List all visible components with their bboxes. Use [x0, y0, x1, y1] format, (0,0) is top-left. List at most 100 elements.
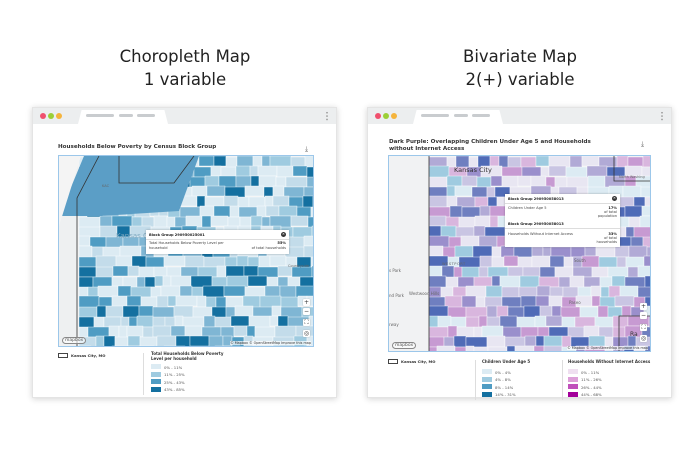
- block-group-area: [461, 295, 477, 309]
- menu-kebab-icon[interactable]: [661, 111, 663, 121]
- legend-item-label: 44% - 68%: [581, 392, 602, 397]
- locate-button[interactable]: ◎: [303, 330, 310, 337]
- menu-kebab-icon[interactable]: [326, 111, 328, 121]
- block-group-area: [600, 286, 610, 298]
- popup-value: 33%: [608, 232, 617, 236]
- block-group-area: [213, 205, 231, 218]
- block-group-area: [565, 166, 588, 179]
- block-group-area: [644, 196, 650, 209]
- map-attribution[interactable]: © Mapbox © OpenStreetMap Improve this ma…: [230, 341, 311, 345]
- block-group-area: [136, 315, 154, 328]
- tab-placeholder: [86, 114, 114, 117]
- block-group-area: [271, 305, 282, 317]
- legend-item-label: 0% - 11%: [164, 364, 183, 370]
- block-group-area: [203, 315, 216, 328]
- browser-titlebar: [368, 108, 671, 124]
- block-group-area: [637, 286, 650, 299]
- block-group-area: [491, 275, 501, 287]
- close-window-icon[interactable]: [375, 113, 381, 119]
- download-icon[interactable]: ⤓: [641, 140, 645, 148]
- download-icon[interactable]: ⤓: [305, 145, 309, 153]
- block-group-area: [461, 175, 478, 187]
- block-group-area: [471, 186, 488, 198]
- zoom-in-button[interactable]: +: [303, 299, 310, 306]
- block-group-area: [203, 256, 226, 268]
- block-group-area: [490, 175, 503, 187]
- block-group-area: [642, 156, 650, 168]
- legend-swatch: [151, 364, 161, 369]
- map-region: [389, 156, 429, 351]
- close-popup-icon[interactable]: ✕: [612, 196, 617, 201]
- close-popup-icon[interactable]: ✕: [281, 232, 286, 237]
- popup-block-group: Block Group 290950058013: [508, 222, 564, 226]
- fullscreen-button[interactable]: ⛶: [303, 319, 310, 326]
- boundary-swatch: [58, 353, 68, 358]
- block-group-area: [115, 255, 133, 268]
- map-attribution[interactable]: © Mapbox © OpenStreetMap Improve this ma…: [567, 346, 648, 350]
- browser-tab[interactable]: [78, 110, 168, 124]
- place-label: North Washing: [619, 175, 645, 179]
- block-group-area: [624, 205, 643, 218]
- block-group-area: [290, 215, 309, 227]
- block-group-area: [479, 255, 493, 268]
- block-group-area: [524, 335, 537, 347]
- block-group-area: [130, 286, 152, 298]
- block-group-area: [144, 276, 156, 288]
- block-group-area: [457, 276, 475, 288]
- close-window-icon[interactable]: [40, 113, 46, 119]
- heading-line1: Bivariate Map: [463, 47, 577, 66]
- legend-swatch: [482, 384, 492, 389]
- browser-titlebar: [33, 108, 336, 124]
- browser-window-bivariate: Dark Purple: Overlapping Children Under …: [367, 107, 672, 400]
- block-group-area: [306, 176, 313, 188]
- block-group-area: [276, 165, 294, 178]
- block-group-area: [499, 275, 521, 289]
- block-group-area: [196, 195, 206, 208]
- block-group-area: [111, 215, 133, 228]
- zoom-out-button[interactable]: −: [303, 308, 310, 315]
- block-group-area: [428, 195, 448, 208]
- block-group-area: [257, 165, 278, 177]
- legend-item-label: 8% - 14%: [495, 384, 514, 390]
- block-group-area: [501, 296, 522, 308]
- block-group-area: [114, 336, 129, 346]
- maximize-window-icon[interactable]: [56, 113, 62, 119]
- popup-block-group: Block Group 290950058013: [508, 197, 564, 201]
- block-group-area: [646, 246, 650, 259]
- zoom-out-button[interactable]: −: [640, 312, 647, 319]
- choropleth-map[interactable]: Kansas C KAC Countryside Block Group 290…: [58, 155, 314, 347]
- bivariate-map[interactable]: Kansas City WESTPORT Westwood Hills nd P…: [388, 155, 651, 352]
- block-group-area: [487, 346, 508, 351]
- block-group-area: [503, 255, 519, 267]
- locate-button[interactable]: ◎: [640, 335, 647, 342]
- block-group-area: [428, 346, 438, 351]
- minimize-window-icon[interactable]: [48, 113, 54, 119]
- browser-tab[interactable]: [413, 110, 503, 124]
- maximize-window-icon[interactable]: [391, 113, 397, 119]
- block-group-area: [174, 216, 187, 228]
- block-group-area: [258, 255, 271, 268]
- city-boundary-line: [76, 156, 195, 346]
- zoom-in-button[interactable]: +: [640, 303, 647, 310]
- block-group-area: [280, 296, 299, 309]
- block-group-area: [640, 186, 650, 198]
- block-group-area: [78, 266, 97, 278]
- popup-metric: Households Without Internet Access: [508, 232, 573, 236]
- boundary-swatch: [388, 359, 398, 364]
- place-label: Ra: [630, 331, 638, 338]
- legend-item-label: 43% - 85%: [164, 387, 185, 392]
- block-group-area: [579, 306, 599, 319]
- block-group-area: [89, 236, 107, 248]
- block-group-area: [465, 345, 475, 351]
- block-group-area: [548, 165, 567, 177]
- block-group-area: [476, 176, 492, 188]
- block-group-area: [479, 205, 491, 217]
- block-group-area: [445, 276, 459, 289]
- block-group-area: [311, 265, 313, 278]
- fullscreen-button[interactable]: ⛶: [640, 324, 647, 331]
- block-group-area: [180, 266, 199, 278]
- block-group-area: [269, 255, 287, 267]
- minimize-window-icon[interactable]: [383, 113, 389, 119]
- place-label: rway: [389, 322, 399, 327]
- block-group-area: [244, 286, 266, 298]
